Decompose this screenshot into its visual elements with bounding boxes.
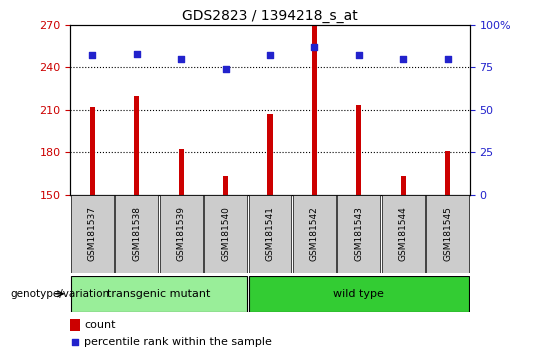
Point (310, 44, 319, 50)
Bar (249, 195, 291, 273)
Bar (71, 195, 114, 273)
Point (354, 52, 363, 58)
Point (399, 56, 408, 62)
Text: percentile rank within the sample: percentile rank within the sample (84, 337, 272, 347)
Text: GSM181542: GSM181542 (310, 206, 319, 261)
Text: genotype/variation: genotype/variation (11, 289, 110, 299)
Bar (445, 151, 450, 195)
Text: GSM181537: GSM181537 (88, 206, 97, 261)
Bar (426, 195, 469, 273)
Bar (312, 25, 317, 195)
Point (71, 339, 80, 344)
Bar (293, 195, 336, 273)
Bar (179, 149, 184, 195)
Bar (382, 195, 424, 273)
Text: GSM181539: GSM181539 (177, 206, 186, 261)
Bar (338, 195, 380, 273)
Bar (90, 107, 95, 195)
Bar (356, 105, 361, 195)
Text: GSM181540: GSM181540 (221, 206, 230, 261)
Text: wild type: wild type (333, 289, 384, 299)
Point (443, 56, 452, 62)
Text: GSM181545: GSM181545 (443, 206, 452, 261)
Bar (116, 195, 158, 273)
Bar (267, 114, 273, 195)
Point (88, 52, 97, 58)
Bar (70, 319, 80, 331)
Bar (204, 195, 247, 273)
Bar (71, 276, 247, 312)
Text: count: count (84, 320, 116, 330)
Text: transgenic mutant: transgenic mutant (107, 289, 211, 299)
Bar (401, 176, 406, 195)
Text: GDS2823 / 1394218_s_at: GDS2823 / 1394218_s_at (182, 9, 358, 23)
Text: GSM181543: GSM181543 (354, 206, 363, 261)
Text: GSM181541: GSM181541 (266, 206, 274, 261)
Point (177, 56, 186, 62)
Bar (223, 176, 228, 195)
Text: GSM181544: GSM181544 (399, 206, 408, 261)
Point (132, 51, 141, 57)
Point (221, 66, 230, 72)
Text: GSM181538: GSM181538 (132, 206, 141, 261)
Bar (249, 276, 469, 312)
Bar (134, 96, 139, 195)
Point (266, 52, 274, 58)
Bar (160, 195, 202, 273)
